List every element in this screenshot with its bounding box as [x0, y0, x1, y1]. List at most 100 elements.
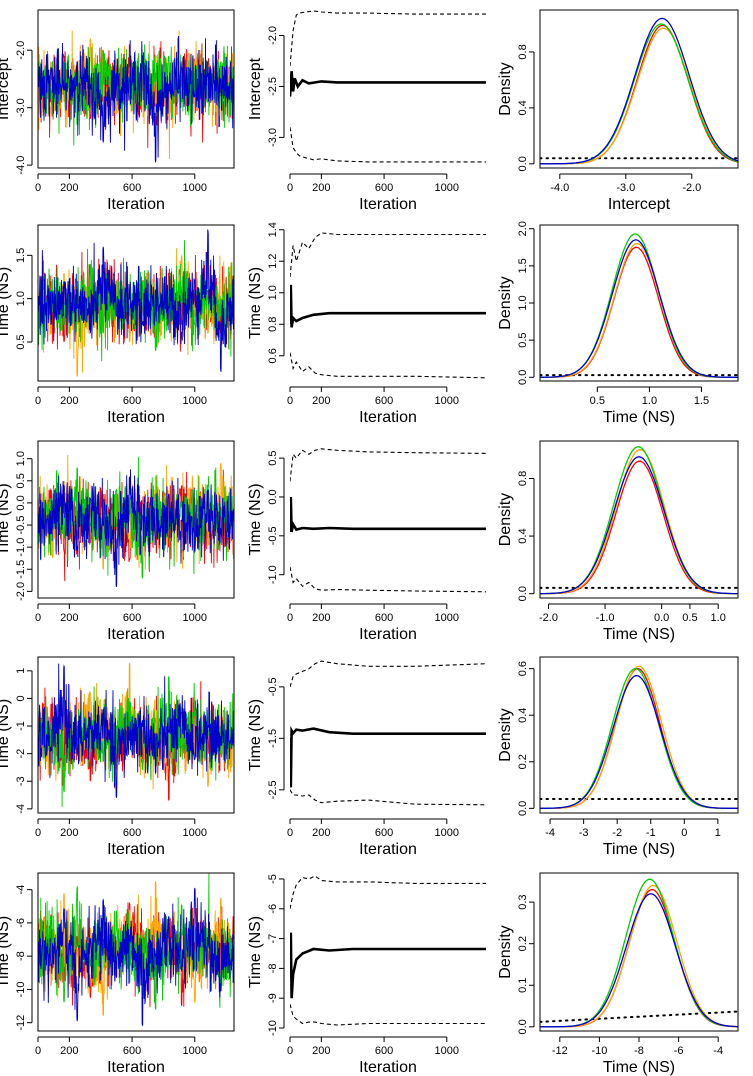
cumulative-upper-line	[290, 10, 486, 67]
x-tick-label: -8	[634, 1045, 644, 1057]
y-axis-title: Time (NS)	[0, 483, 12, 555]
panel-density-2: 0.5 1.0 1.5 0.0 0.5 1.0 1.5 2.0 Time (NS) Density	[497, 221, 739, 426]
plot-frame	[37, 872, 235, 1032]
x-tick-label: 200	[312, 612, 330, 624]
x-tick-label: 0	[35, 1045, 41, 1057]
x-tick-label: 1000	[183, 612, 207, 624]
plot-area	[38, 873, 234, 1027]
x-tick-label: -1	[646, 827, 656, 839]
x-tick-label: -4	[713, 1045, 723, 1057]
cumulative-lower-line	[290, 1004, 486, 1026]
panel-cumulative-2: 0 200 600 1000 0.6 0.8 1.0 1.2 1.4 Iteration Time …	[247, 222, 486, 426]
cumulative-median-line	[290, 71, 486, 97]
plot-frame	[539, 440, 739, 599]
y-tick-label: -3.0	[15, 98, 27, 117]
plot-frame	[539, 656, 739, 814]
density-chain-3	[540, 667, 738, 809]
plot-area	[290, 10, 486, 163]
panel-density-5: -12 -10 -8 -6 -4 0.0 0.1 0.2 0.3 Time (NS) Density	[497, 872, 739, 1076]
cumulative-median-line	[290, 725, 486, 788]
x-axis-title: Iteration	[359, 1059, 417, 1076]
x-axis-title: Time (NS)	[603, 841, 675, 858]
x-axis-title: Iteration	[359, 626, 417, 643]
y-tick-label: 0.3	[517, 894, 529, 909]
x-tick-label: 200	[312, 1045, 330, 1057]
x-tick-label: 600	[123, 612, 141, 624]
x-tick-label: 200	[312, 182, 330, 194]
y-axis-title: Density	[497, 925, 514, 978]
plot-area	[290, 660, 486, 806]
panel-density-4: -4 -3 -2 -1 0 1 0.0 0.2 0.4 0.6 Time (NS) Density	[497, 656, 739, 858]
x-axis-title: Iteration	[107, 409, 165, 426]
y-axis-title: Density	[497, 62, 514, 115]
x-tick-label: -3	[579, 827, 589, 839]
cumulative-upper-line	[290, 660, 486, 688]
density-chain-1	[540, 667, 738, 809]
x-tick-label: 0	[287, 827, 293, 839]
x-tick-label: 1.0	[642, 395, 657, 407]
y-tick-label: -8	[267, 964, 279, 974]
y-tick-label: 1.0	[15, 291, 27, 306]
panel-trace-3: 0 200 600 1000 -2.0 -1.5 -1.0 -0.5 0.0 0.5 1.0 Iter…	[0, 440, 235, 643]
x-tick-label: 1.5	[694, 395, 709, 407]
density-chain-3	[540, 233, 738, 378]
density-chain-2	[540, 242, 738, 378]
plot-frame	[37, 656, 235, 814]
trace-chain-4	[38, 229, 234, 372]
plot-frame	[37, 9, 235, 169]
y-tick-label: -1.5	[267, 729, 279, 748]
y-tick-label: -4.0	[15, 156, 27, 175]
x-tick-label: 600	[375, 1045, 393, 1057]
x-tick-label: 200	[60, 612, 78, 624]
plot-area	[540, 665, 738, 809]
x-axis-title: Iteration	[359, 409, 417, 426]
x-tick-label: 0.5	[682, 612, 697, 624]
x-tick-label: 200	[60, 827, 78, 839]
panel-density-3: -2.0 -1.0 0.0 0.5 1.0 0.0 0.4 0.8 Time (NS) Densi…	[497, 440, 739, 643]
plot-area	[290, 448, 486, 593]
trace-chain-4	[38, 35, 234, 163]
x-tick-label: -2.0	[682, 182, 701, 194]
y-tick-label: -2.5	[267, 77, 279, 96]
x-tick-label: 0	[35, 612, 41, 624]
x-tick-label: 600	[375, 395, 393, 407]
cumulative-median-line	[290, 496, 486, 533]
x-axis-title: Time (NS)	[603, 409, 675, 426]
y-tick-label: -2.0	[15, 41, 27, 60]
y-axis-title: Time (NS)	[0, 267, 12, 339]
y-tick-label: -2.0	[15, 582, 27, 601]
x-tick-label: 1000	[435, 395, 459, 407]
y-tick-label: 1	[15, 668, 27, 674]
y-tick-label: 0.0	[517, 801, 529, 816]
plot-frame	[539, 224, 739, 382]
density-chain-1	[540, 246, 738, 378]
y-tick-label: -6	[267, 904, 279, 914]
density-chain-4	[540, 456, 738, 595]
y-tick-label: 0.6	[267, 348, 279, 363]
y-tick-label: -10	[15, 981, 27, 997]
x-tick-label: 600	[375, 612, 393, 624]
y-axis-title: Density	[497, 708, 514, 761]
panel-cumulative-3: 0 200 600 1000 -1.0 -0.5 0.0 0.5 Iteration Time (…	[247, 448, 486, 643]
y-axis-title: Time (NS)	[0, 699, 12, 771]
density-chain-2	[540, 665, 738, 809]
y-tick-label: -2.5	[267, 780, 279, 799]
x-tick-label: 0	[287, 612, 293, 624]
y-tick-label: -4	[15, 804, 27, 814]
x-tick-label: 0.5	[590, 395, 605, 407]
plot-area	[38, 229, 234, 377]
y-tick-label: 0.5	[15, 473, 27, 488]
y-axis-title: Intercept	[0, 57, 12, 120]
x-tick-label: 200	[60, 395, 78, 407]
plot-area	[540, 233, 738, 378]
x-tick-label: 0	[35, 827, 41, 839]
y-tick-label: 0.4	[517, 528, 529, 543]
y-tick-label: -1.0	[15, 538, 27, 557]
y-tick-label: 0.8	[267, 317, 279, 332]
density-chain-4	[540, 17, 738, 165]
panel-trace-1: 0 200 600 1000 -4.0 -3.0 -2.0 Iteration Intercep…	[0, 9, 235, 213]
y-tick-label: 0.0	[517, 370, 529, 385]
plot-area	[540, 878, 738, 1028]
y-tick-label: -7	[267, 934, 279, 944]
